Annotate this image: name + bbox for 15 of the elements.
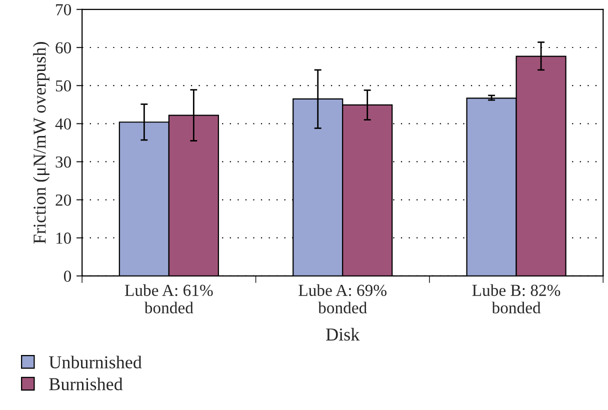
y-tick-label: 0 — [64, 270, 72, 282]
legend-label: Burnished — [49, 378, 123, 390]
legend-label: Unburnished — [49, 356, 142, 368]
x-tick-label: Lube B: 82% bonded — [472, 284, 560, 314]
x-axis-title: Disk — [326, 328, 360, 341]
y-tick-label: 60 — [56, 42, 72, 54]
y-tick-label: 30 — [56, 156, 72, 168]
y-tick-label: 20 — [56, 194, 72, 206]
x-tick-label: Lube A: 69% bonded — [298, 284, 386, 314]
x-tick-label: Lube A: 61% bonded — [124, 284, 213, 314]
y-tick-label: 10 — [56, 232, 72, 244]
y-tick-label: 50 — [56, 80, 72, 92]
y-tick-label: 70 — [56, 4, 72, 16]
y-axis-title: Friction (μN/mW overpush) — [33, 42, 50, 244]
y-tick-label: 40 — [55, 118, 72, 130]
